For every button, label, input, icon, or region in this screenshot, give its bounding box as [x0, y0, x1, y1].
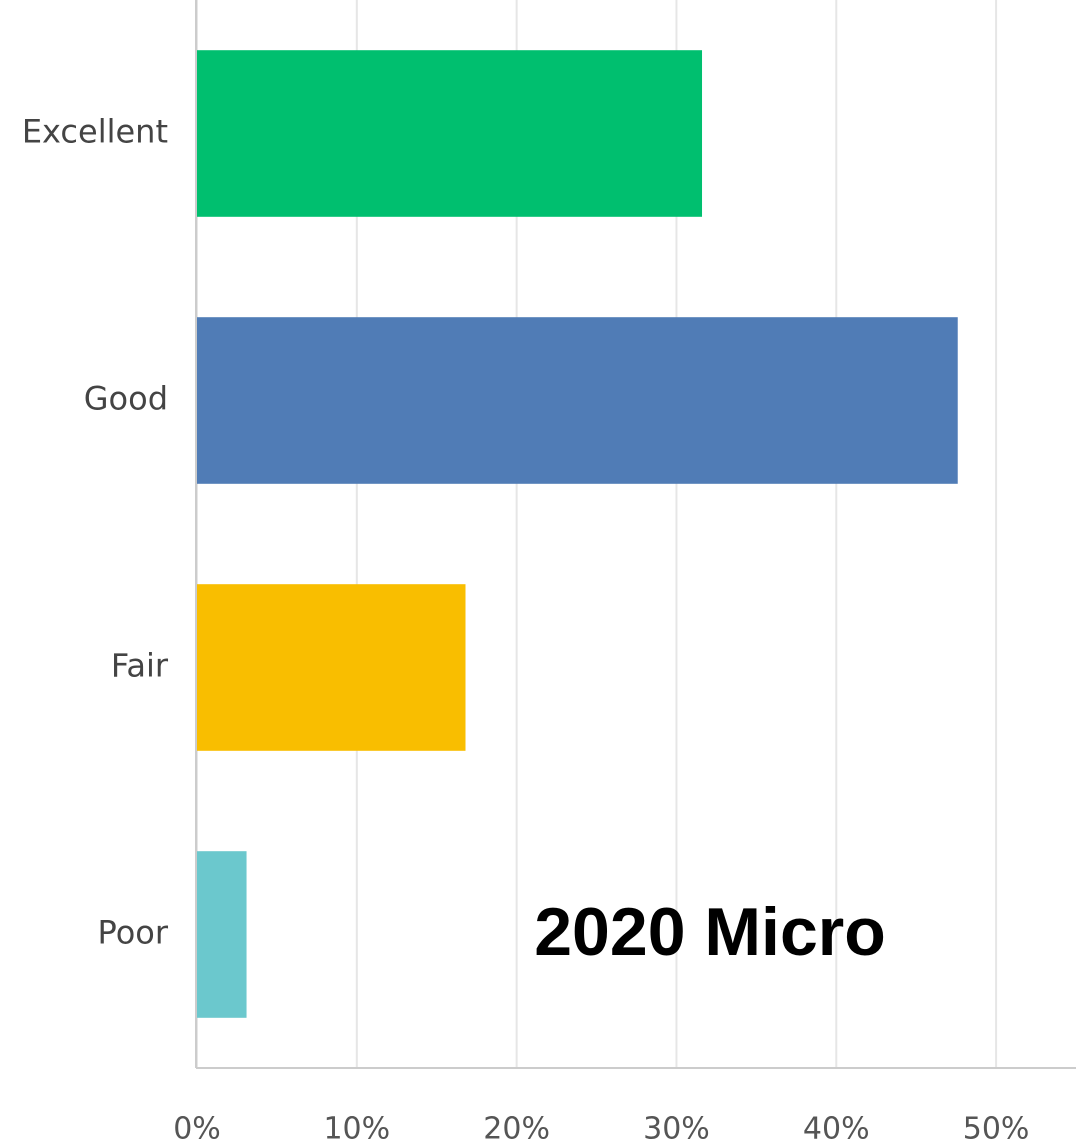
y-tick-label: Excellent	[22, 113, 168, 151]
y-tick-label: Poor	[98, 914, 169, 952]
x-tick-label: 10%	[323, 1112, 390, 1147]
bar	[197, 317, 958, 484]
x-tick-label: 20%	[483, 1112, 550, 1147]
annotation: 2020 Micro	[534, 894, 886, 970]
bar	[197, 584, 466, 751]
y-tick-label: Fair	[111, 647, 169, 685]
bar	[197, 50, 703, 217]
x-tick-label: 30%	[643, 1112, 710, 1147]
x-tick-label: 50%	[963, 1112, 1030, 1147]
y-tick-label: Good	[84, 380, 168, 418]
x-tick-label: 0%	[173, 1112, 221, 1147]
x-tick-label: 40%	[803, 1112, 870, 1147]
bar	[197, 851, 247, 1018]
